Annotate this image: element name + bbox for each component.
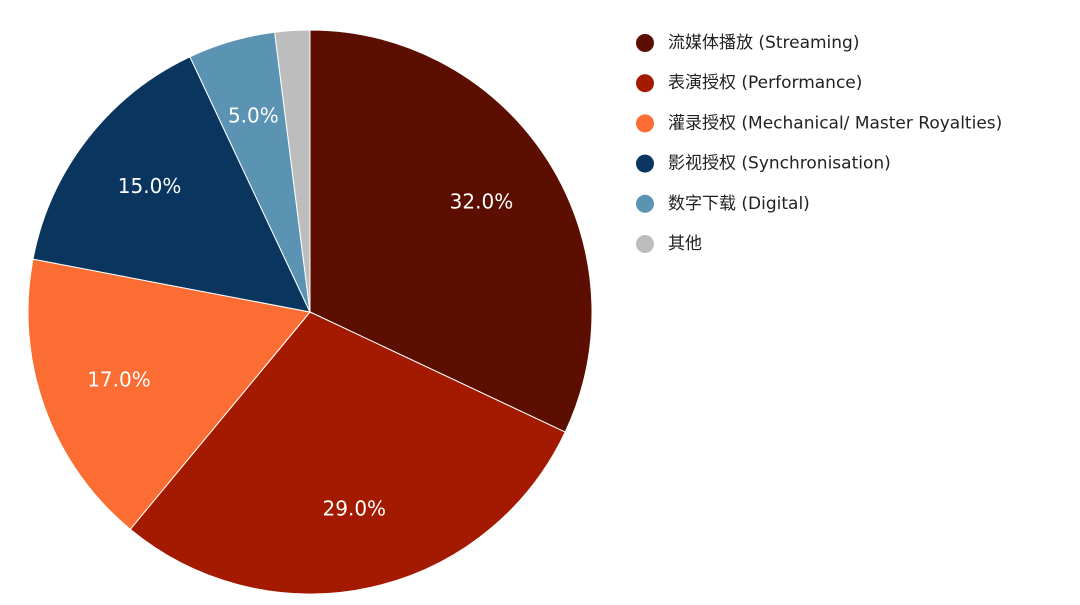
value-label: 5.0% — [228, 104, 279, 128]
legend-marker — [636, 154, 654, 173]
value-label: 32.0% — [450, 190, 514, 214]
legend-label: 影视授权 (Synchronisation) — [668, 154, 891, 174]
legend-label: 灌录授权 (Mechanical/ Master Royalties) — [668, 113, 1002, 133]
pie-slice — [309, 29, 593, 433]
legend-label: 表演授权 (Performance) — [668, 73, 862, 93]
legend-marker — [636, 34, 654, 52]
value-label: 15.0% — [118, 174, 182, 198]
pie-slice — [27, 258, 311, 530]
legend-label: 数字下载 (Digital) — [668, 194, 810, 214]
legend-marker — [636, 235, 654, 253]
legend-label: 流媒体播放 (Streaming) — [668, 33, 859, 53]
pie-slice — [274, 29, 311, 313]
legend-marker — [636, 74, 654, 93]
legend-label: 其他 — [668, 234, 702, 254]
value-label: 17.0% — [87, 367, 151, 391]
legend-marker — [636, 194, 654, 213]
value-label: 29.0% — [323, 497, 387, 521]
pie-slice — [32, 56, 311, 313]
pie-slice — [129, 311, 566, 595]
legend-marker — [636, 114, 654, 133]
